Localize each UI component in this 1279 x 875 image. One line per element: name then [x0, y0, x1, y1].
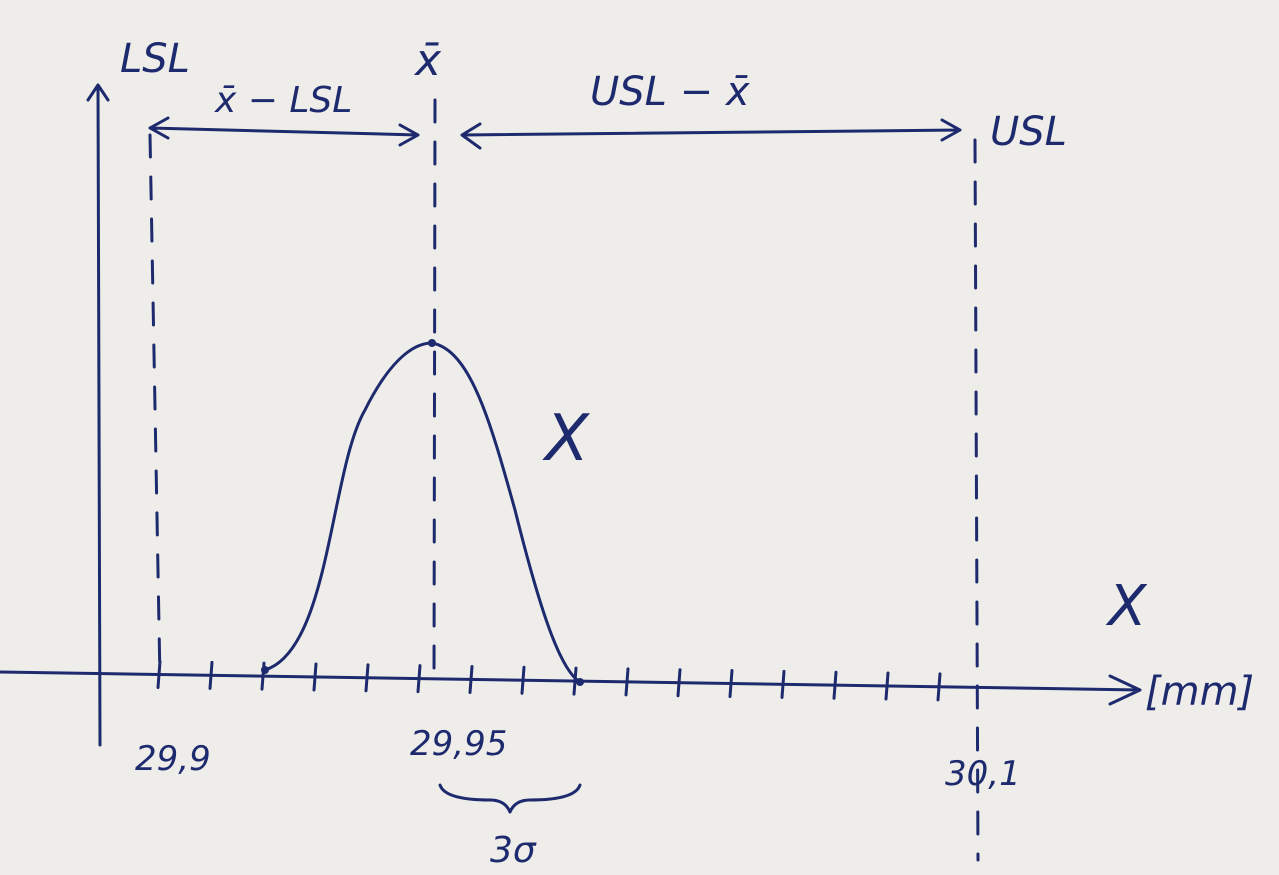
mean-label: x̄ [413, 35, 442, 86]
curve-label: X [542, 402, 590, 476]
lsl-value: 29,9 [135, 739, 211, 779]
axis-unit: [mm] [1145, 669, 1254, 715]
side-label: X [1105, 574, 1148, 639]
curve-end [576, 678, 584, 686]
tick-mark [834, 672, 836, 698]
tick-mark [782, 671, 784, 697]
curve-peak [428, 339, 436, 347]
tick-mark [366, 665, 368, 691]
usl-label: USL [990, 109, 1067, 155]
tick-mark [574, 668, 576, 694]
tick-mark [938, 674, 940, 700]
tick-mark [522, 667, 524, 693]
spread-label: 3σ [490, 830, 537, 871]
curve-start [261, 666, 269, 674]
tick-mark [730, 671, 732, 697]
tick-mark [678, 670, 680, 696]
tick-mark [314, 664, 316, 690]
diagram: LSL x̄ x̄ − LSL USL − x̄ USL X X [mm] 29… [0, 0, 1279, 875]
right-span-label: USL − x̄ [590, 69, 750, 115]
usl-value: 30,1 [945, 754, 1021, 794]
mean-value: 29,95 [410, 724, 507, 764]
tick-mark [886, 673, 888, 699]
tick-mark [210, 662, 212, 688]
lsl-label: LSL [120, 36, 190, 82]
tick-mark [418, 666, 420, 692]
left-span-label: x̄ − LSL [214, 80, 352, 121]
tick-mark [158, 662, 160, 688]
tick-mark [626, 669, 628, 695]
tick-mark [470, 666, 472, 692]
